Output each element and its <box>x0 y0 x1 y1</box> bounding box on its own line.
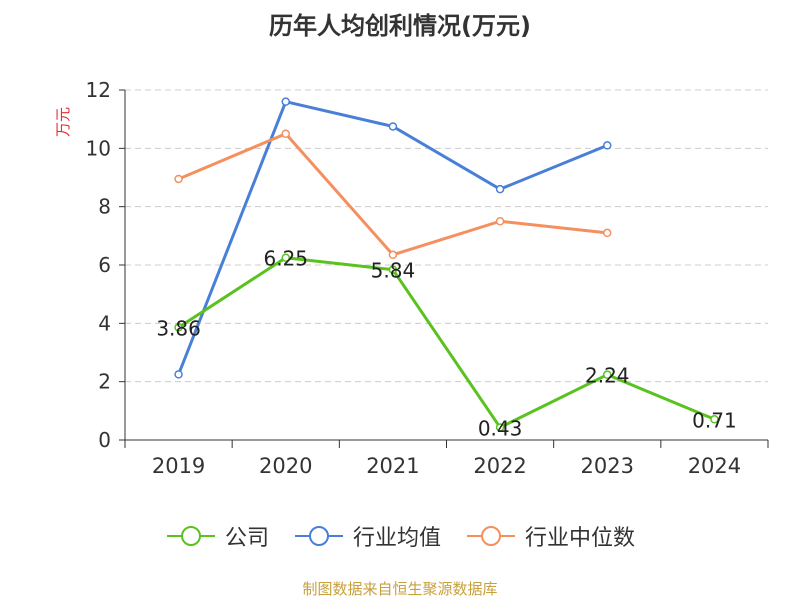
y-tick-label: 12 <box>86 78 111 102</box>
series-line-0 <box>177 256 715 429</box>
legend-item[interactable]: 公司 <box>165 520 269 552</box>
x-tick-label: 2024 <box>688 454 741 478</box>
data-label: 6.25 <box>263 247 308 271</box>
data-label: 0.43 <box>478 416 523 440</box>
legend-marker-icon <box>467 526 515 546</box>
source-note: 制图数据来自恒生聚源数据库 <box>302 580 498 598</box>
legend-circle <box>180 526 201 546</box>
x-tick-label: 2019 <box>152 454 205 478</box>
data-point <box>710 415 719 424</box>
data-point <box>174 323 183 332</box>
legend-label: 行业中位数 <box>525 526 636 551</box>
data-point <box>281 253 290 262</box>
x-tick-label: 2023 <box>581 454 634 478</box>
data-label: 2.24 <box>585 364 630 388</box>
chart-title: 历年人均创利情况(万元) <box>269 12 531 40</box>
legend-circle <box>481 526 501 546</box>
series-line-1 <box>177 100 608 375</box>
data-point <box>174 174 183 184</box>
y-tick-label: 10 <box>86 136 111 160</box>
x-tick-label: 2021 <box>366 454 419 478</box>
data-point <box>495 423 505 432</box>
legend-marker-icon <box>294 526 343 546</box>
data-point <box>281 97 290 106</box>
data-point <box>174 370 183 379</box>
legend: 公司 行业均值 行业中位数 <box>0 520 800 552</box>
data-point <box>388 250 398 260</box>
legend-marker-icon <box>166 526 215 546</box>
legend-label: 公司 <box>224 526 269 551</box>
data-label: 3.86 <box>156 316 201 340</box>
y-tick-label: 6 <box>98 253 111 277</box>
data-point <box>281 129 290 138</box>
data-point <box>603 141 612 150</box>
data-label: 5.84 <box>371 259 416 283</box>
legend-item[interactable]: 行业中位数 <box>465 520 635 552</box>
x-tick-label: 2022 <box>473 454 526 478</box>
series-line-2 <box>178 132 608 257</box>
y-axis-label: 万元 <box>54 107 72 137</box>
data-point <box>388 122 398 131</box>
y-tick-label: 0 <box>98 428 111 452</box>
data-point <box>495 217 505 226</box>
legend-label: 行业均值 <box>352 526 441 551</box>
data-point <box>495 184 505 194</box>
y-tick-label: 8 <box>98 195 111 219</box>
data-point <box>388 265 398 274</box>
y-tick-label: 2 <box>98 370 111 394</box>
legend-item[interactable]: 行业均值 <box>293 520 441 552</box>
y-tick-label: 4 <box>98 311 111 335</box>
legend-circle <box>308 526 329 546</box>
data-point <box>603 370 612 379</box>
data-point <box>603 228 612 238</box>
data-label: 0.71 <box>692 408 737 432</box>
x-tick-label: 2020 <box>259 454 312 478</box>
